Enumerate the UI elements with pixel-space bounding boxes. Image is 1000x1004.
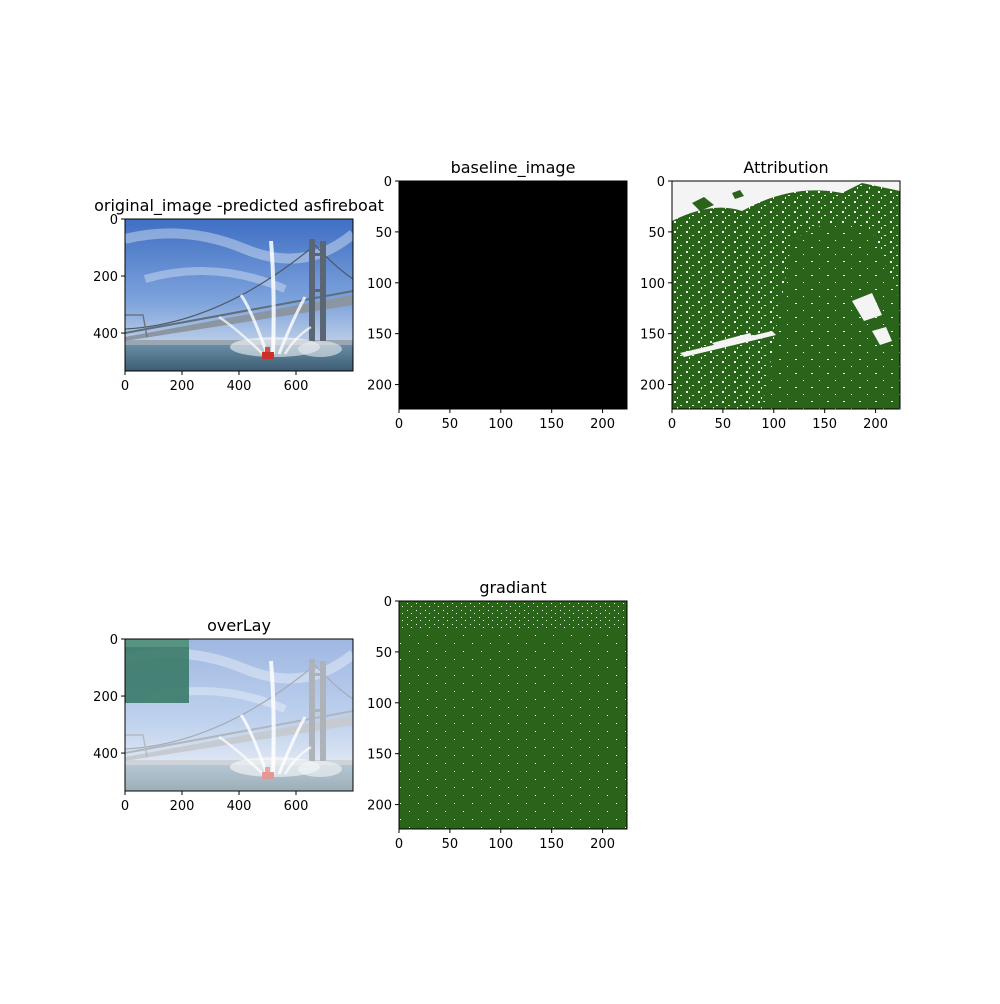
x-tick-label: 0 bbox=[668, 417, 676, 432]
x-tick-label: 200 bbox=[170, 379, 195, 394]
y-tick-label: 100 bbox=[367, 697, 392, 712]
subplot-title: gradiant bbox=[479, 578, 546, 597]
image-area bbox=[399, 601, 627, 829]
x-tick-label: 0 bbox=[121, 379, 129, 394]
y-tick-label: 150 bbox=[367, 328, 392, 343]
image-area bbox=[125, 639, 353, 791]
attribution-specks bbox=[692, 190, 744, 211]
x-tick-label: 100 bbox=[761, 417, 786, 432]
attribution-holes bbox=[852, 293, 892, 345]
x-tick-label: 400 bbox=[227, 799, 252, 814]
subplot-4: overLay 0 200 400 600 0 200 400 bbox=[93, 616, 354, 814]
x-tick-label: 0 bbox=[121, 799, 129, 814]
y-tick-label: 150 bbox=[640, 328, 665, 343]
y-tick-label: 400 bbox=[93, 327, 118, 342]
black-baseline bbox=[399, 181, 627, 409]
bridge-photo bbox=[125, 219, 353, 371]
x-tick-label: 0 bbox=[395, 837, 403, 852]
y-tick-label: 150 bbox=[367, 748, 392, 763]
y-tick-label: 200 bbox=[93, 690, 118, 705]
axes-frame bbox=[671, 180, 901, 410]
x-tick-label: 400 bbox=[227, 379, 252, 394]
subplot-3: Attribution 0 50 100 150 200 0 50 100 150 200 bbox=[640, 158, 901, 432]
x-tick-label: 200 bbox=[590, 837, 615, 852]
x-tick-label: 100 bbox=[488, 837, 513, 852]
x-tick-label: 50 bbox=[442, 417, 459, 432]
overlay-patch-edge bbox=[125, 639, 189, 647]
x-tick-label: 150 bbox=[539, 417, 564, 432]
y-tick-label: 200 bbox=[367, 379, 392, 394]
subplot-title: original_image -predicted asfireboat bbox=[94, 196, 384, 216]
gradient-mask bbox=[399, 601, 627, 829]
y-tick-label: 50 bbox=[648, 226, 665, 241]
axes-frame bbox=[398, 600, 628, 830]
y-tick-label: 0 bbox=[657, 175, 665, 190]
x-tick-label: 150 bbox=[539, 837, 564, 852]
image-area bbox=[125, 219, 353, 371]
image-area bbox=[672, 181, 900, 409]
y-tick-label: 0 bbox=[110, 213, 118, 228]
overlay-attribution-patch bbox=[125, 639, 189, 703]
subplot-5: gradiant 0 50 100 150 200 0 50 100 150 200 bbox=[367, 578, 628, 852]
axes-frame bbox=[398, 180, 628, 410]
y-tick-label: 0 bbox=[384, 595, 392, 610]
y-tick-label: 400 bbox=[93, 747, 118, 762]
subplot-2: baseline_image 0 50 100 150 200 0 50 100 150 200 bbox=[367, 158, 628, 432]
x-tick-label: 150 bbox=[812, 417, 837, 432]
y-tick-label: 200 bbox=[367, 799, 392, 814]
y-tick-label: 50 bbox=[375, 226, 392, 241]
subplot-title: overLay bbox=[207, 616, 271, 635]
y-tick-label: 200 bbox=[93, 270, 118, 285]
image-area bbox=[399, 181, 627, 409]
x-tick-label: 100 bbox=[488, 417, 513, 432]
x-tick-label: 200 bbox=[863, 417, 888, 432]
attribution-dense bbox=[762, 223, 900, 409]
y-tick-label: 100 bbox=[367, 277, 392, 292]
y-tick-label: 0 bbox=[384, 175, 392, 190]
x-tick-label: 200 bbox=[590, 417, 615, 432]
attribution-streak bbox=[680, 331, 776, 357]
y-tick-label: 100 bbox=[640, 277, 665, 292]
gradient-mask-top bbox=[399, 601, 627, 631]
y-tick-label: 0 bbox=[110, 633, 118, 648]
y-tick-label: 50 bbox=[375, 646, 392, 661]
attribution-streak-2 bbox=[712, 333, 752, 345]
x-tick-label: 600 bbox=[284, 799, 309, 814]
x-tick-label: 0 bbox=[395, 417, 403, 432]
y-tick-label: 200 bbox=[640, 379, 665, 394]
x-tick-label: 200 bbox=[170, 799, 195, 814]
x-tick-label: 50 bbox=[442, 837, 459, 852]
subplot-title: Attribution bbox=[743, 158, 828, 177]
x-tick-label: 50 bbox=[715, 417, 732, 432]
subplot-title: baseline_image bbox=[451, 158, 576, 178]
x-tick-label: 600 bbox=[284, 379, 309, 394]
